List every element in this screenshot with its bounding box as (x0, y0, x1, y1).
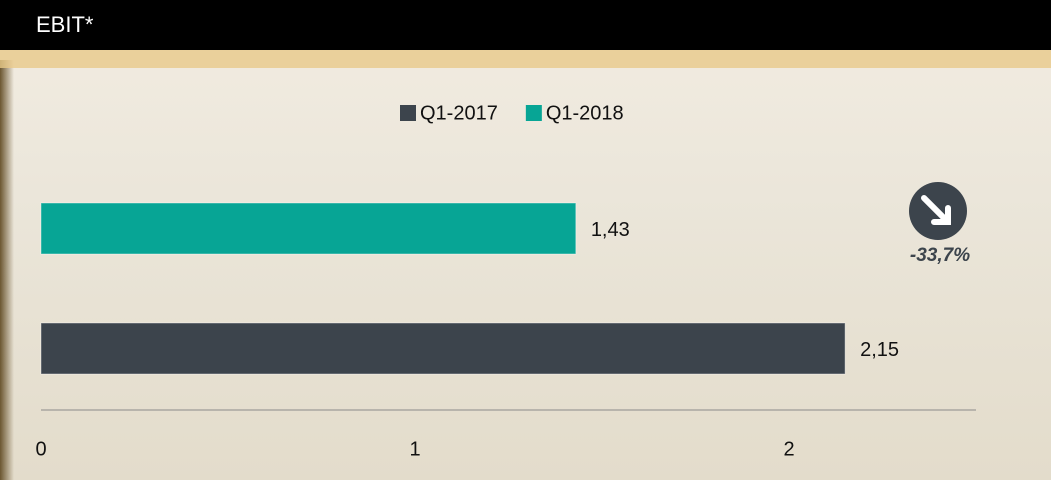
legend-label: Q1-2017 (420, 102, 498, 124)
chart-title: EBIT* (36, 12, 94, 37)
header-band (0, 50, 1051, 68)
arrow (921, 195, 951, 225)
x-tick-label: 1 (409, 438, 420, 460)
header (0, 0, 1051, 50)
value-label: 2,15 (860, 339, 899, 361)
legend-label: Q1-2018 (546, 102, 624, 124)
bar (40, 322, 846, 375)
legend-swatch (400, 105, 416, 121)
x-tick-label: 2 (783, 438, 794, 460)
annotation: -33,7% (910, 245, 970, 266)
x-tick-label: 0 (35, 438, 46, 460)
annotation-icon (909, 182, 967, 240)
background-edge (0, 60, 14, 480)
value-label: 1,43 (591, 219, 630, 241)
bar (40, 202, 577, 255)
legend-swatch (525, 105, 542, 121)
